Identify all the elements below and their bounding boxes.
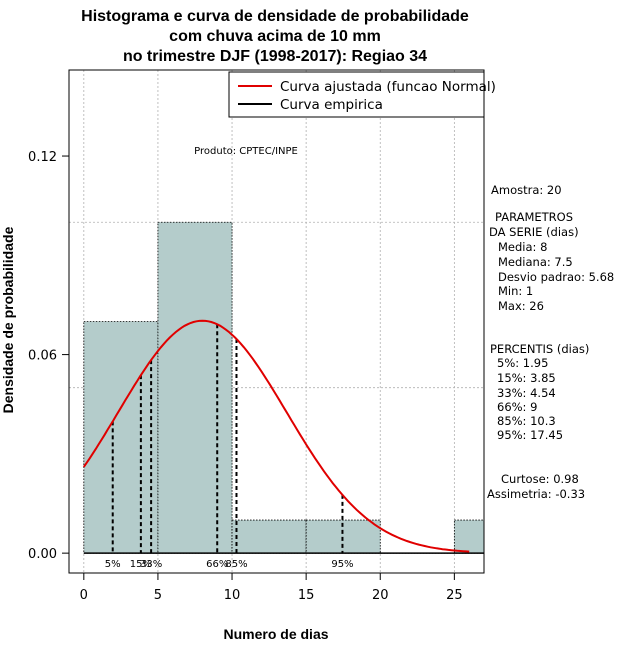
histogram-bar [83,321,159,554]
x-tick-label: 20 [372,588,389,603]
percentil-33: 33%: 4.54 [497,386,556,400]
legend-empirical-label: Curva empirica [280,97,383,113]
parametros-title-2: DA SERIE (dias) [489,225,579,239]
histogram-bar [453,519,485,554]
percentil-85: 85%: 10.3 [497,414,556,428]
y-tick-label: 0.06 [28,349,57,364]
parametro-min: Min: 1 [498,284,533,298]
legend-normal-label: Curva ajustada (funcao Normal) [280,79,496,95]
percentile-label: 85% [225,559,247,570]
chart-title-line-2: com chuva acima de 10 mm [169,28,381,45]
x-tick-label: 10 [224,588,241,603]
chart-title-line-3: no trimestre DJF (1998-2017): Regiao 34 [123,48,427,65]
x-tick-label: 5 [154,588,162,603]
produto-annotation: Produto: CPTEC/INPE [194,146,298,157]
chart-title-line-1: Histograma e curva de densidade de proba… [81,8,469,25]
y-tick-label: 0.12 [28,150,57,165]
parametro-desvio: Desvio padrao: 5.68 [498,270,614,284]
percentile-label: 5% [105,559,121,570]
y-tick-label: 0.00 [28,547,57,562]
parametro-max: Max: 26 [498,299,544,313]
histogram-bars [83,221,485,554]
legend: Curva ajustada (funcao Normal) Curva emp… [228,71,496,118]
assimetria-text: Assimetria: -0.33 [487,487,585,501]
x-axis-title: Numero de dias [223,626,328,642]
y-axis: 0.00 0.06 0.12 [28,150,70,562]
percentil-95: 95%: 17.45 [497,428,563,442]
legend-box [228,71,485,118]
x-tick-label: 0 [80,588,88,603]
percentil-66: 66%: 9 [497,400,537,414]
percentil-5: 5%: 1.95 [497,356,548,370]
histogram-bar [231,519,307,554]
percentile-label: 66% [206,559,228,570]
percentis-title: PERCENTIS (dias) [490,342,589,356]
parametro-mediana: Mediana: 7.5 [498,255,573,269]
curtose-text: Curtose: 0.98 [501,472,579,486]
x-axis: 0 5 10 15 20 25 [80,572,463,603]
normal-fit-curve [82,319,470,553]
curves [82,319,484,554]
percentile-label: 95% [331,559,353,570]
percentile-label: 15% [130,559,152,570]
y-axis-title: Densidade de probabilidade [0,226,16,413]
side-panel: Amostra: 20 PARAMETROS DA SERIE (dias) M… [487,183,614,501]
parametros-title-1: PARAMETROS [495,210,573,224]
x-tick-label: 15 [298,588,315,603]
percentile-label: 33% [140,559,162,570]
percentile-lines: 5% 15%33% 66%85% 95% [105,324,354,570]
percentil-15: 15%: 3.85 [497,371,556,385]
parametro-media: Media: 8 [498,240,547,254]
amostra-text: Amostra: 20 [491,183,562,197]
histogram-bar [157,221,233,554]
x-tick-label: 25 [446,588,463,603]
